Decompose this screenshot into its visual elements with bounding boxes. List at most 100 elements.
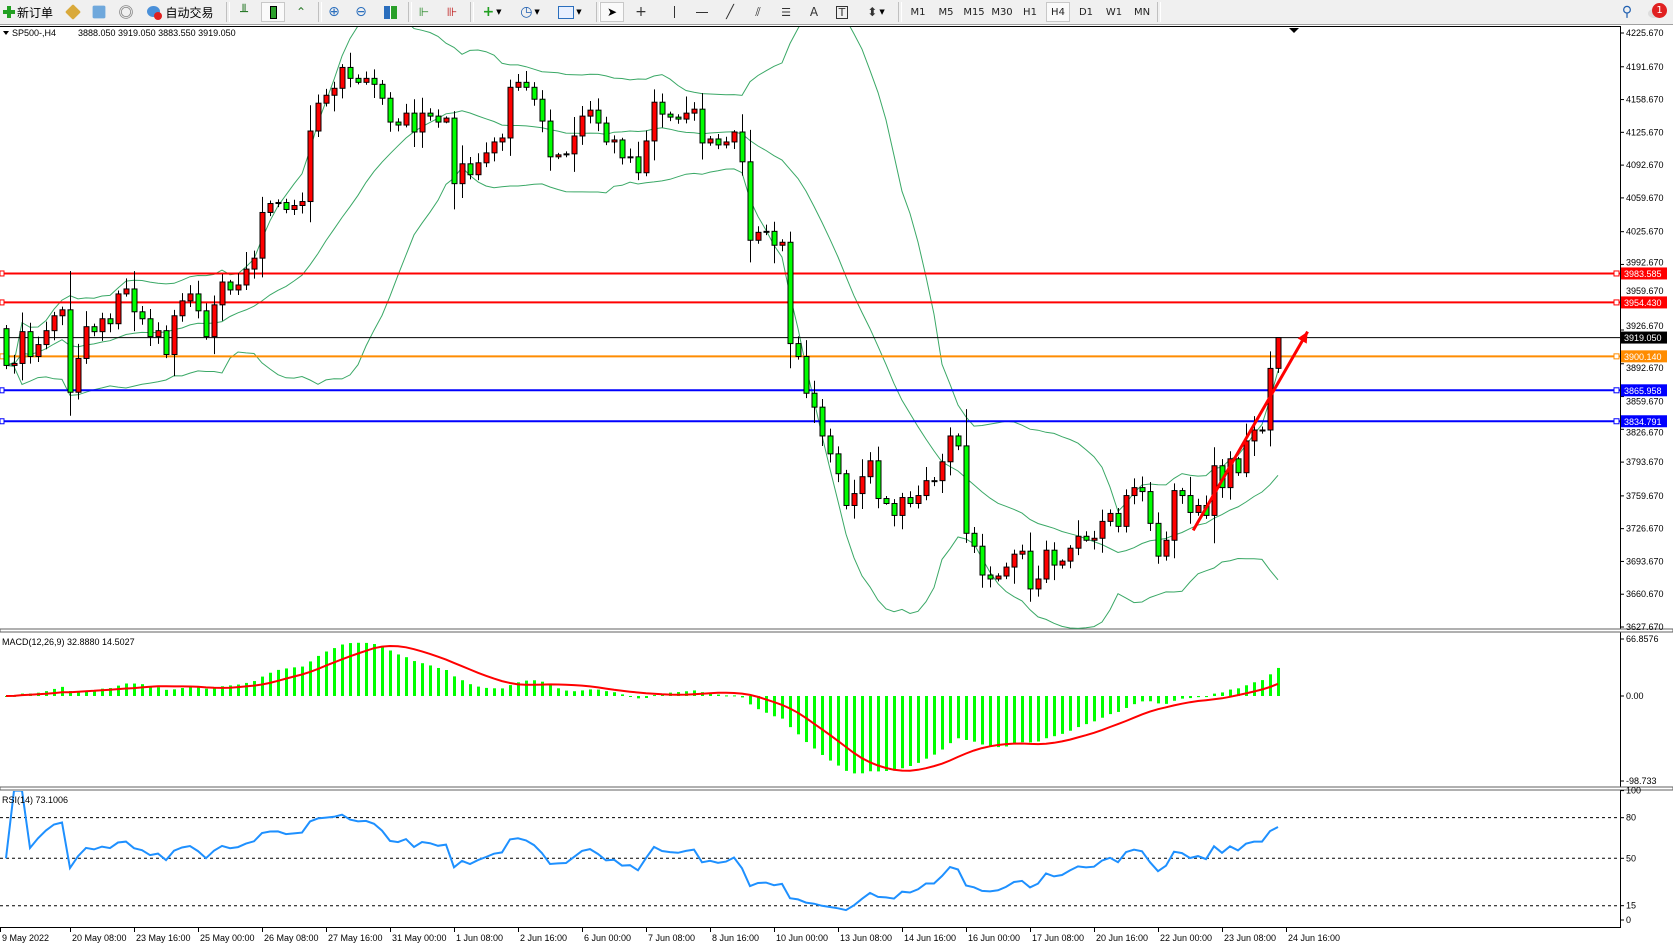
macd-histogram-bar bbox=[1085, 696, 1088, 725]
text-label-button[interactable]: T bbox=[832, 2, 852, 22]
search-button[interactable]: ⚲ bbox=[1617, 2, 1637, 22]
line-chart-button[interactable]: ⌃ bbox=[290, 2, 312, 22]
trend-arrow-line[interactable] bbox=[1191, 330, 1309, 532]
rsi-axis-label: 100 bbox=[1626, 786, 1641, 796]
indicators-button[interactable]: + ▼ bbox=[482, 4, 502, 20]
macd-histogram-bar bbox=[141, 684, 144, 696]
bearish-candle bbox=[1179, 490, 1186, 497]
vertical-line-button[interactable] bbox=[664, 2, 684, 22]
new-order-button[interactable]: 新订单 bbox=[0, 2, 54, 22]
zoom-in-button[interactable]: ⊕ bbox=[323, 2, 345, 22]
macd-histogram-bar bbox=[725, 695, 728, 697]
cursor-button[interactable]: ➤ bbox=[600, 2, 624, 22]
bearish-candle bbox=[883, 498, 890, 505]
bullish-candle bbox=[331, 87, 338, 96]
timeframe-mn-button[interactable]: MN bbox=[1133, 6, 1151, 18]
collapse-triangle-icon[interactable] bbox=[3, 31, 9, 35]
ohlc-readout: 3888.050 3919.050 3883.550 3919.050 bbox=[78, 28, 236, 38]
signals-button[interactable] bbox=[115, 2, 137, 22]
price-axis-label: 3859.670 bbox=[1626, 397, 1664, 407]
arrow-head-icon bbox=[1297, 331, 1308, 344]
timeframe-m5-button[interactable]: M5 bbox=[938, 6, 954, 18]
equidistant-channel-button[interactable]: ⫽ bbox=[748, 2, 768, 22]
bullish-candle bbox=[915, 495, 922, 505]
macd-histogram-bar bbox=[397, 654, 400, 696]
bearish-candle bbox=[875, 460, 882, 500]
macd-histogram-bar bbox=[421, 663, 424, 696]
horizontal-line-button[interactable] bbox=[692, 2, 712, 22]
bullish-candle bbox=[691, 108, 698, 114]
bearish-candle bbox=[979, 545, 986, 576]
macd-histogram-bar bbox=[1101, 696, 1104, 718]
templates-button[interactable]: ▼ bbox=[553, 2, 587, 22]
chart-shift-marker[interactable] bbox=[1289, 28, 1299, 33]
bullish-candle bbox=[1035, 578, 1042, 590]
pane-separator[interactable] bbox=[0, 628, 1673, 633]
bearish-candle bbox=[467, 163, 474, 176]
line-anchor bbox=[0, 353, 5, 360]
crosshair-button[interactable]: + bbox=[630, 2, 652, 22]
macd-histogram-bar bbox=[277, 669, 280, 696]
macd-histogram-bar bbox=[205, 688, 208, 696]
bearish-candle bbox=[547, 120, 554, 158]
bullish-candle bbox=[51, 315, 58, 332]
bearish-candle bbox=[203, 310, 210, 338]
templates-icon bbox=[558, 5, 575, 19]
bullish-candle bbox=[1107, 512, 1114, 522]
fibonacci-button[interactable]: ☰ bbox=[776, 2, 796, 22]
new-order-icon bbox=[1, 4, 17, 20]
bullish-candle bbox=[1171, 490, 1178, 541]
bearish-candle bbox=[1051, 549, 1058, 566]
macd-axis-label: -98.733 bbox=[1626, 776, 1657, 786]
bearish-candle bbox=[699, 108, 706, 144]
bearish-candle bbox=[835, 453, 842, 475]
bullish-candle bbox=[1243, 440, 1250, 474]
timeframe-d1-button[interactable]: D1 bbox=[1078, 6, 1094, 18]
bar-chart-button[interactable]: ╨ bbox=[233, 2, 255, 22]
market-watch-button[interactable] bbox=[88, 2, 110, 22]
auto-scroll-icon: ⊩ bbox=[418, 5, 430, 19]
chart-shift-button[interactable]: ⊪ bbox=[441, 2, 463, 22]
macd-histogram-bar bbox=[1269, 674, 1272, 696]
bullish-candle bbox=[155, 330, 162, 338]
notification-button[interactable]: 1 bbox=[1643, 2, 1671, 22]
timeframe-m30-button[interactable]: M30 bbox=[991, 6, 1013, 18]
macd-axis-label: 66.8576 bbox=[1626, 634, 1659, 644]
periods-button[interactable]: ◷ ▼ bbox=[520, 4, 540, 20]
auto-scroll-button[interactable]: ⊩ bbox=[413, 2, 435, 22]
bearish-candle bbox=[1155, 522, 1162, 557]
trend-arrow[interactable] bbox=[1191, 330, 1309, 532]
timeframe-m15-button[interactable]: M15 bbox=[963, 6, 985, 18]
bearish-candle bbox=[147, 318, 154, 338]
trendline-button[interactable]: ╱ bbox=[720, 2, 740, 22]
pane-separator[interactable] bbox=[0, 786, 1673, 791]
timeframe-w1-button[interactable]: W1 bbox=[1105, 6, 1123, 18]
text-button[interactable]: A bbox=[804, 2, 824, 22]
time-axis-label: 22 Jun 00:00 bbox=[1160, 933, 1212, 943]
zoom-out-button[interactable]: ⊖ bbox=[350, 2, 372, 22]
bullish-candle bbox=[579, 115, 586, 137]
bullish-candle bbox=[899, 497, 906, 516]
macd-histogram-bar bbox=[861, 696, 864, 774]
tile-windows-button[interactable] bbox=[379, 2, 401, 22]
macd-histogram-bar bbox=[581, 690, 584, 696]
arrows-button[interactable]: ⬍ ▼ bbox=[867, 5, 885, 19]
macd-histogram-bar bbox=[269, 672, 272, 696]
bullish-candle bbox=[627, 156, 634, 159]
macd-histogram-bar bbox=[957, 696, 960, 739]
candlestick-button[interactable] bbox=[261, 2, 285, 22]
price-line-labels: 3983.585 3954.430 3919.050 3900.140 3865.958… bbox=[1621, 267, 1667, 428]
bullish-candle bbox=[611, 139, 618, 143]
macd-histogram-bar bbox=[325, 651, 328, 696]
timeframe-h4-button[interactable]: H4 bbox=[1046, 2, 1070, 22]
auto-trading-button[interactable]: 自动交易 bbox=[143, 2, 217, 22]
timeframe-h1-button[interactable]: H1 bbox=[1023, 6, 1037, 18]
macd-histogram-bar bbox=[85, 690, 88, 696]
macd-histogram-bar bbox=[925, 696, 928, 759]
macd-histogram-bar bbox=[1021, 696, 1024, 743]
bullish-candle bbox=[307, 130, 314, 203]
bullish-candle bbox=[1099, 520, 1106, 539]
bearish-candle bbox=[955, 435, 962, 447]
bearish-candle bbox=[27, 331, 34, 357]
timeframe-m1-button[interactable]: M1 bbox=[910, 6, 926, 18]
